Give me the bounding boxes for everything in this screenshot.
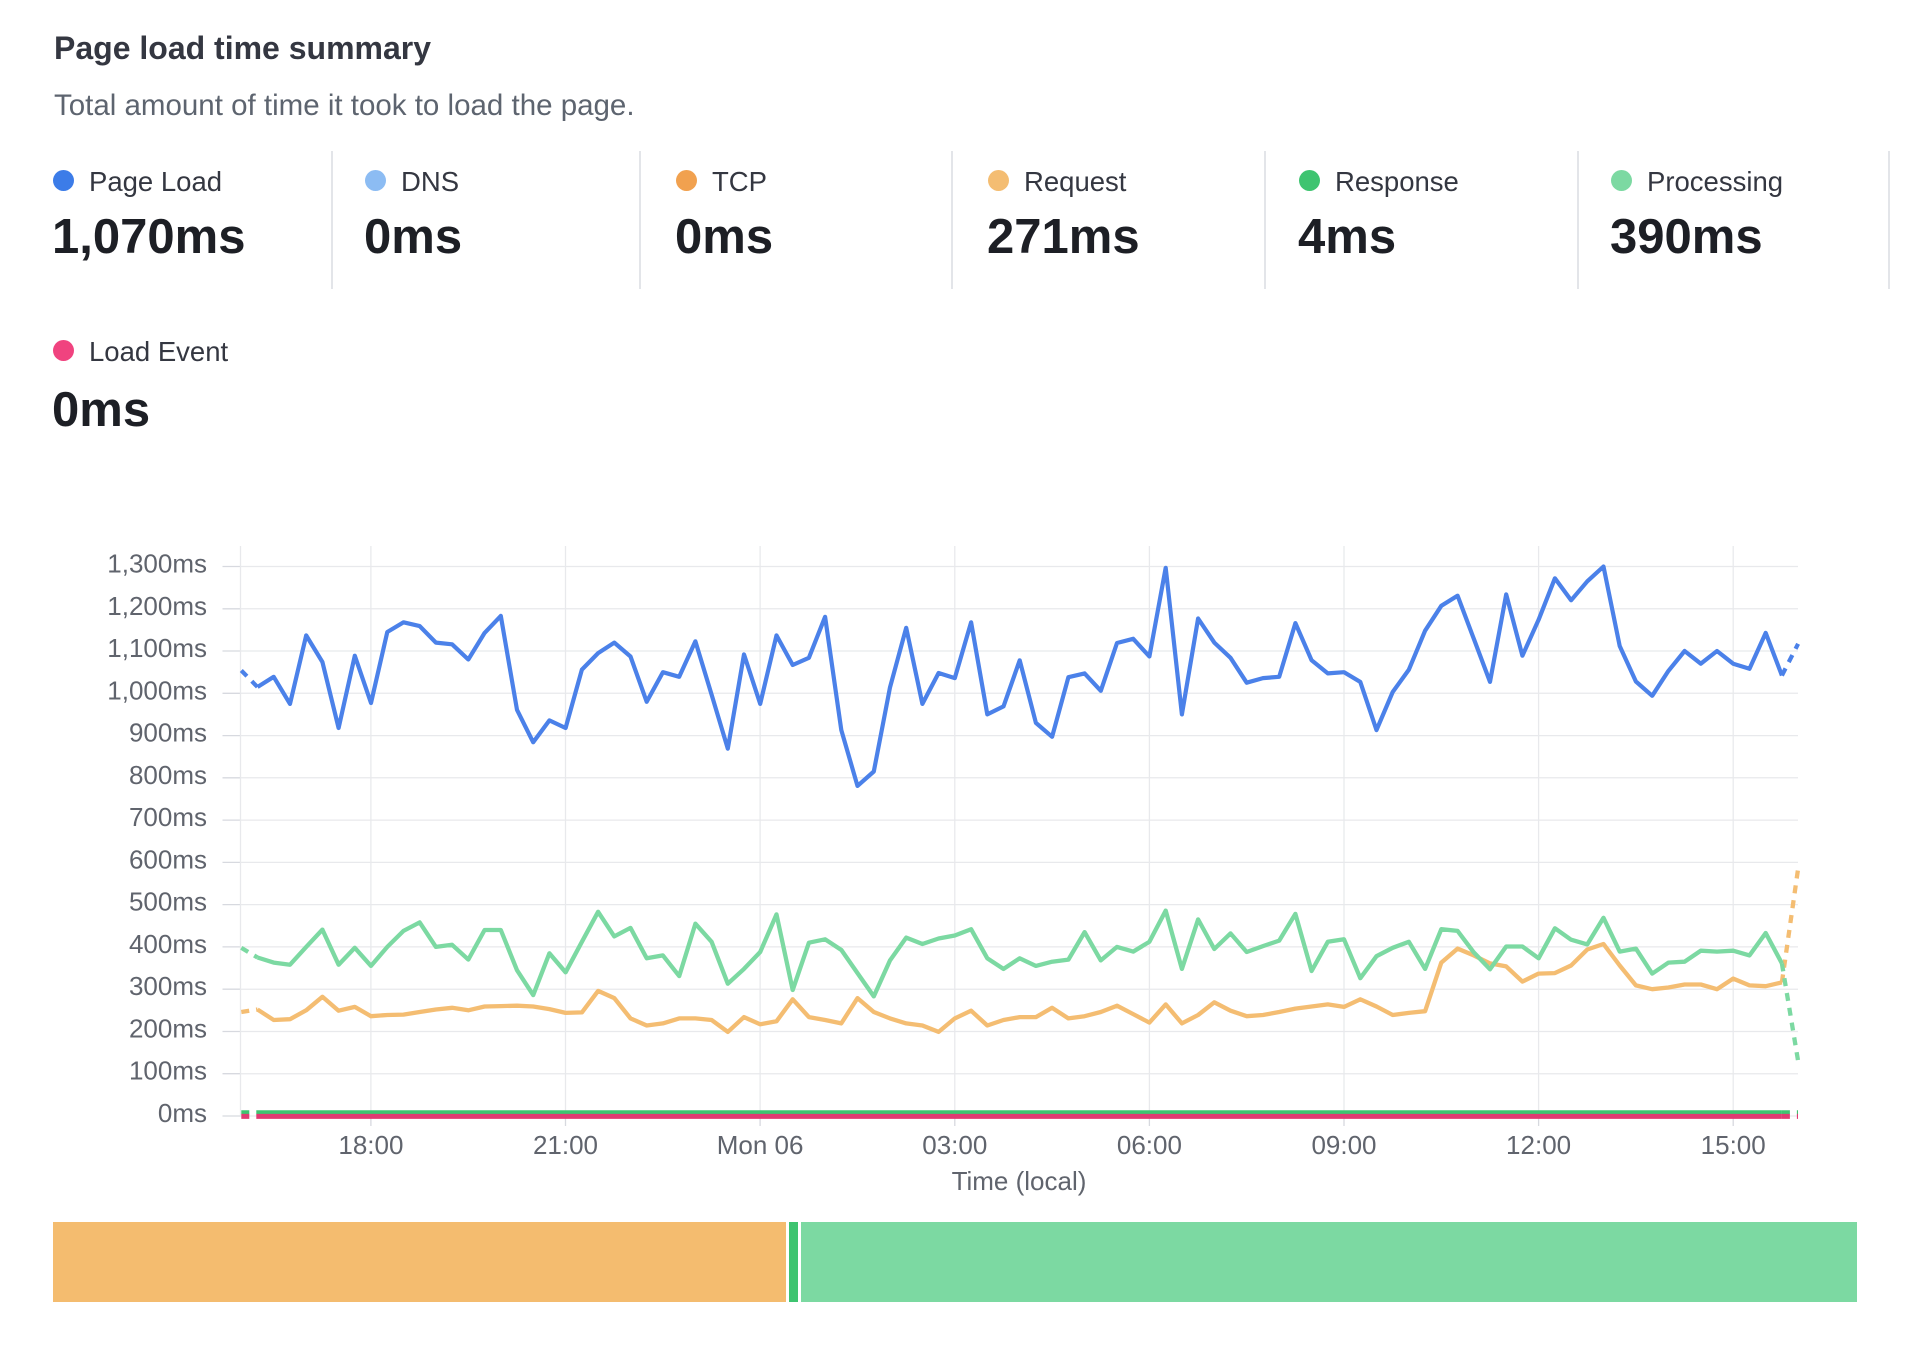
svg-text:Time (local): Time (local) bbox=[952, 1166, 1087, 1196]
svg-text:1,100ms: 1,100ms bbox=[107, 633, 207, 663]
svg-text:700ms: 700ms bbox=[129, 802, 207, 832]
svg-text:15:00: 15:00 bbox=[1701, 1130, 1766, 1160]
svg-text:0ms: 0ms bbox=[158, 1098, 207, 1128]
svg-text:18:00: 18:00 bbox=[338, 1130, 403, 1160]
svg-text:900ms: 900ms bbox=[129, 718, 207, 748]
svg-text:03:00: 03:00 bbox=[922, 1130, 987, 1160]
svg-text:500ms: 500ms bbox=[129, 887, 207, 917]
svg-text:1,300ms: 1,300ms bbox=[107, 549, 207, 579]
svg-text:12:00: 12:00 bbox=[1506, 1130, 1571, 1160]
svg-text:600ms: 600ms bbox=[129, 844, 207, 874]
svg-text:06:00: 06:00 bbox=[1117, 1130, 1182, 1160]
svg-text:Mon 06: Mon 06 bbox=[717, 1130, 804, 1160]
svg-text:800ms: 800ms bbox=[129, 760, 207, 790]
svg-text:400ms: 400ms bbox=[129, 929, 207, 959]
svg-text:1,200ms: 1,200ms bbox=[107, 591, 207, 621]
svg-text:200ms: 200ms bbox=[129, 1014, 207, 1044]
svg-text:09:00: 09:00 bbox=[1311, 1130, 1376, 1160]
svg-text:1,000ms: 1,000ms bbox=[107, 675, 207, 705]
svg-text:300ms: 300ms bbox=[129, 971, 207, 1001]
svg-text:21:00: 21:00 bbox=[533, 1130, 598, 1160]
svg-text:100ms: 100ms bbox=[129, 1056, 207, 1086]
